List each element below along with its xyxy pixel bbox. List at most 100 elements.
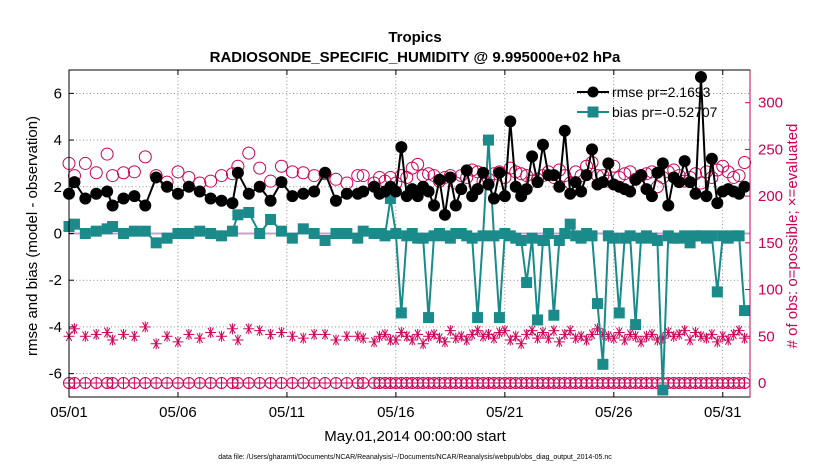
obs-evaluated-point: [117, 328, 129, 340]
rmse-point: [558, 124, 571, 137]
x-tick-label: 05/11: [269, 404, 305, 421]
obs-evaluated-point: [640, 330, 652, 342]
rmse-point: [586, 143, 599, 156]
y2-tick-label: 0: [758, 375, 766, 392]
y2-tick-label: 100: [758, 282, 783, 299]
rmse-point: [428, 199, 441, 212]
bias-point: [395, 307, 407, 319]
bias-point: [711, 286, 723, 298]
obs-evaluated-point: [390, 334, 402, 346]
bias-point: [265, 213, 277, 225]
bias-point: [521, 277, 533, 289]
rmse-point: [455, 183, 468, 196]
obs-evaluated-point: [526, 325, 538, 337]
obs-evaluated-point: [161, 330, 173, 342]
rmse-point: [602, 157, 615, 170]
rmse-point: [242, 187, 255, 200]
obs-evaluated-point: [275, 327, 287, 339]
obs-evaluated-zero-point: [309, 377, 320, 388]
rmse-point: [635, 169, 648, 182]
obs-evaluated-point: [630, 330, 642, 342]
bias-point: [379, 230, 391, 242]
obs-evaluated-point: [722, 334, 734, 346]
bias-point: [739, 305, 751, 317]
bias-point: [537, 235, 549, 247]
bias-point: [352, 232, 364, 244]
x-axis-label: May.01,2014 00:00:00 start: [324, 428, 506, 445]
obs-possible-point: [285, 165, 299, 179]
obs-evaluated-point: [330, 334, 342, 346]
rmse-point: [389, 185, 402, 198]
y2-tick-label: 50: [758, 328, 775, 345]
y-axis-left: -6 -4 -2 0 2 4 6: [49, 85, 74, 383]
obs-evaluated-point: [254, 325, 266, 337]
rmse-point: [624, 185, 637, 198]
obs-evaluated-point: [79, 330, 91, 342]
obs-evaluated-point: [319, 328, 331, 340]
obs-evaluated-point: [150, 338, 162, 350]
bias-point: [341, 228, 353, 239]
bias-point: [226, 225, 238, 237]
obs-possible-point: [422, 167, 436, 181]
obs-evaluated-point: [537, 327, 549, 339]
bias-point: [390, 228, 402, 239]
obs-evaluated-point: [499, 325, 511, 337]
bias-point: [477, 230, 489, 242]
bias-point: [482, 134, 494, 146]
bias-point: [466, 232, 478, 244]
obs-evaluated-zero-point: [183, 377, 194, 388]
rmse-point: [193, 185, 206, 198]
rmse-point: [319, 166, 332, 179]
rmse-point: [68, 176, 81, 189]
rmse-point: [444, 171, 457, 184]
obs-evaluated-point: [635, 336, 647, 348]
obs-evaluated-point: [128, 330, 140, 342]
bias-point: [526, 232, 538, 244]
y2-tick-label: 200: [758, 188, 783, 205]
bias-point: [706, 230, 718, 242]
rmse-point: [493, 166, 506, 179]
bias-point: [384, 192, 396, 204]
obs-evaluated-point: [68, 323, 80, 335]
bias-point: [243, 206, 255, 218]
bias-point: [286, 232, 298, 244]
obs-evaluated-point: [619, 334, 631, 346]
rmse-point: [139, 199, 152, 212]
bias-point: [68, 218, 80, 230]
obs-evaluated-point: [542, 332, 554, 344]
bias-point: [651, 235, 663, 247]
obs-possible-point: [204, 174, 218, 188]
bias-series: [63, 134, 751, 396]
rmse-point: [596, 176, 609, 189]
rmse-point: [329, 194, 342, 207]
bias-point: [624, 230, 636, 242]
rmse-point: [106, 199, 119, 212]
rmse-point: [569, 176, 582, 189]
obs-possible-point: [585, 155, 599, 169]
rmse-point: [509, 180, 522, 193]
bias-point: [684, 237, 696, 249]
bias-point: [117, 228, 129, 239]
obs-evaluated-point: [194, 332, 206, 344]
obs-possible-point: [253, 161, 267, 175]
bias-point: [128, 225, 140, 237]
y2-tick-label: 250: [758, 141, 783, 158]
obs-evaluated-zero-point: [69, 377, 80, 388]
obs-evaluated-zero-point: [140, 377, 151, 388]
obs-evaluated-zero-point: [330, 377, 341, 388]
x-tick-label: 05/26: [595, 404, 633, 421]
bias-point: [488, 230, 500, 242]
obs-evaluated-point: [733, 325, 745, 337]
obs-evaluated-point: [423, 330, 435, 342]
obs-possible-point: [738, 155, 752, 169]
bias-point: [107, 220, 119, 232]
obs-evaluated-zero-point: [265, 377, 276, 388]
bias-point: [150, 237, 162, 249]
obs-possible-point: [274, 159, 288, 173]
obs-evaluated-point: [548, 325, 560, 337]
obs-evaluated-point: [684, 334, 696, 346]
obs-possible-point: [732, 169, 746, 183]
legend: rmse pr=2.1693 bias pr=-0.52707: [577, 84, 718, 120]
rmse-point: [471, 183, 484, 196]
obs-evaluated-point: [439, 336, 451, 348]
